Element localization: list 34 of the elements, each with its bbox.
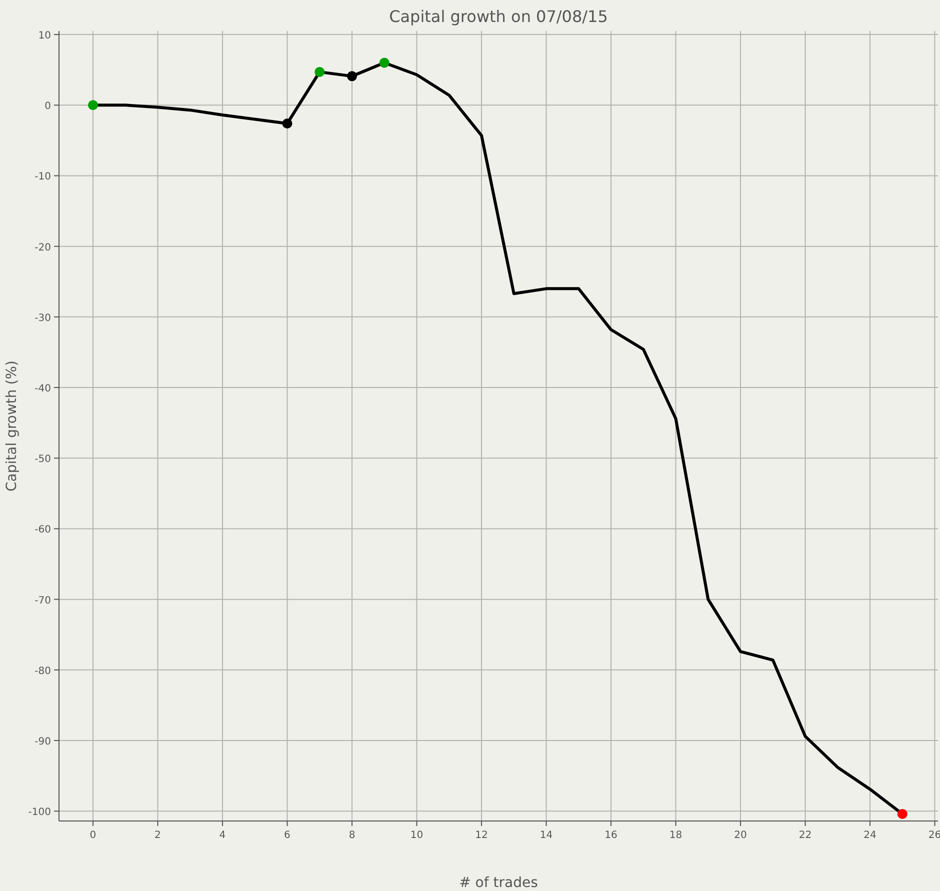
x-tick-label: 14 — [540, 830, 553, 841]
point — [314, 66, 325, 77]
x-tick-label: 2 — [154, 830, 161, 841]
y-tick-label: -40 — [34, 384, 51, 395]
y-axis-title: Capital growth (%) — [4, 360, 20, 492]
x-tick-label: 6 — [284, 830, 290, 841]
y-tick-label: 0 — [44, 101, 51, 112]
x-tick-label: 16 — [604, 830, 618, 841]
x-tick-label: 8 — [348, 830, 356, 841]
x-tick-label: 18 — [669, 830, 682, 841]
y-tick-label: -50 — [34, 454, 51, 466]
y-tick-label: -90 — [34, 736, 51, 748]
x-axis-title: # of trades — [459, 875, 538, 891]
x-tick-label: 0 — [90, 830, 96, 841]
x-tick-label: 12 — [475, 830, 488, 841]
point — [897, 808, 908, 819]
point — [88, 100, 98, 110]
y-tick-label: -20 — [34, 242, 51, 254]
x-tick-label: 10 — [410, 830, 424, 841]
x-tick-label: 24 — [864, 830, 876, 841]
point — [347, 71, 357, 82]
x-tick-label: 22 — [798, 830, 812, 841]
y-tick-label: -60 — [34, 524, 51, 536]
y-tick-label: -70 — [34, 595, 51, 606]
y-tick-label: -10 — [34, 172, 51, 183]
x-tick-label: 4 — [219, 830, 226, 841]
point — [282, 118, 292, 128]
y-tick-label: 10 — [38, 30, 51, 42]
y-tick-label: -80 — [34, 666, 51, 677]
y-tick-label: -30 — [34, 312, 51, 324]
y-tick-label: -100 — [28, 807, 51, 818]
point — [379, 58, 390, 68]
x-tick-label: 20 — [734, 830, 747, 841]
chart-title: Capital growth on 07/08/15 — [389, 7, 608, 26]
